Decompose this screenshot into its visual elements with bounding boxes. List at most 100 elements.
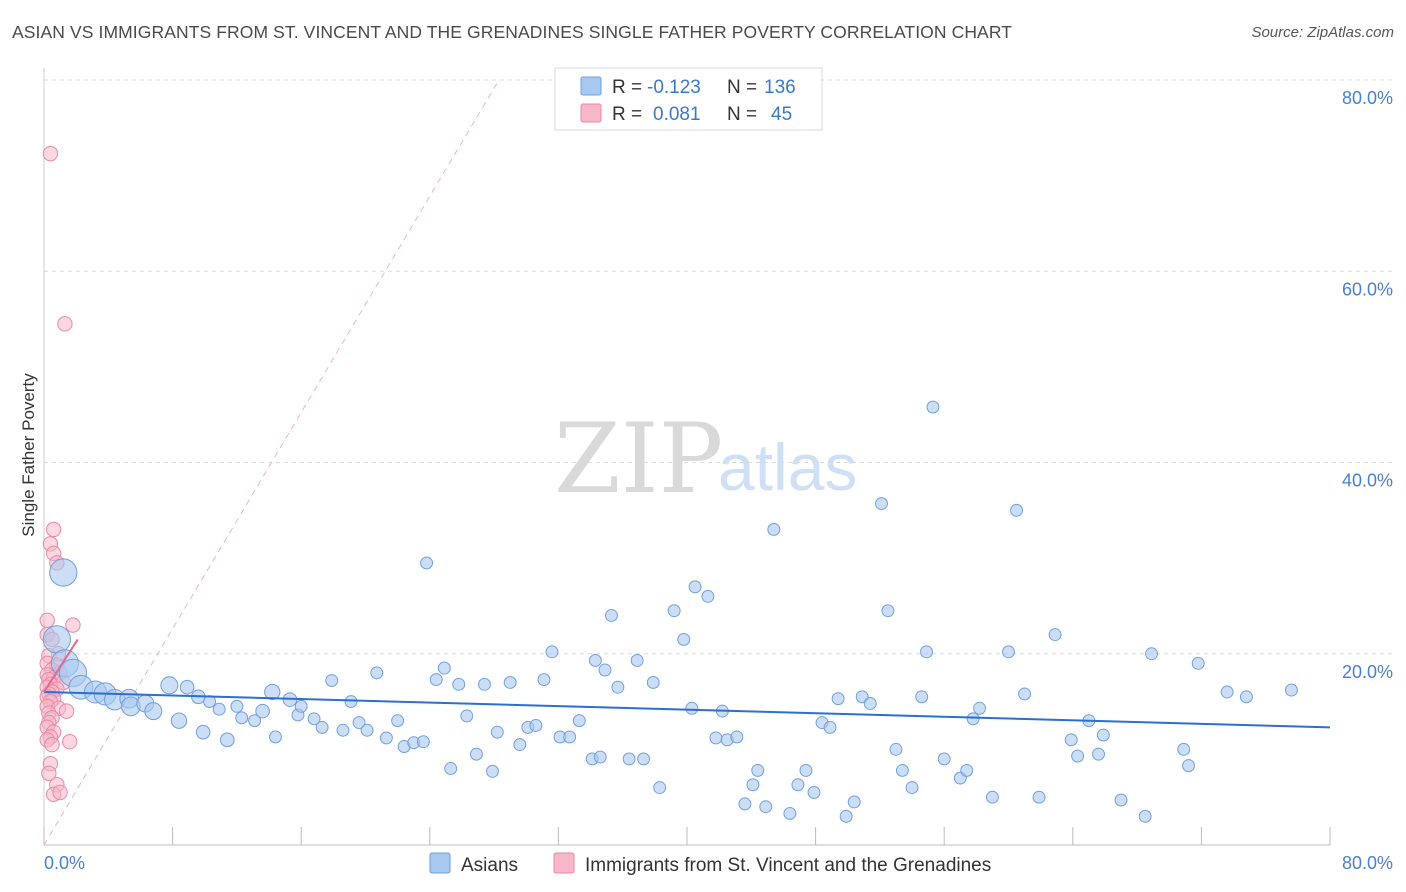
- data-point-asian: [170, 712, 188, 729]
- data-point-asian: [701, 589, 715, 603]
- data-point-asian: [416, 735, 430, 749]
- data-point-asian: [677, 632, 691, 646]
- data-point-svg: [45, 521, 62, 538]
- data-point-asian: [360, 723, 374, 737]
- y-tick-label: 20.0%: [1342, 662, 1393, 682]
- legend-r-label: R =: [612, 104, 642, 125]
- legend-r-value: -0.123: [647, 77, 701, 98]
- data-point-asian: [486, 764, 499, 778]
- data-point-asian: [179, 679, 195, 695]
- trend-lines: [43, 638, 1331, 729]
- data-point-asian: [688, 580, 702, 594]
- data-point-asian: [889, 742, 903, 756]
- data-point-asian: [593, 750, 607, 764]
- reference-line: [43, 79, 500, 846]
- data-point-asian: [1010, 503, 1023, 517]
- legend-n-value: 45: [771, 104, 792, 125]
- data-point-asian: [611, 680, 625, 694]
- data-point-asian: [622, 752, 636, 766]
- source-label: Source: ZipAtlas.com: [1251, 24, 1394, 41]
- data-point-asian: [767, 522, 781, 536]
- data-point-asian: [667, 604, 681, 618]
- x-tick-label: 80.0%: [1342, 853, 1393, 873]
- bottom-legend-swatch-svg: [553, 852, 575, 874]
- data-point-asian: [1239, 690, 1253, 704]
- data-point-asian: [588, 653, 602, 667]
- data-point-asian: [1048, 628, 1062, 642]
- data-point-asian: [881, 604, 895, 618]
- data-point-asian: [212, 702, 226, 716]
- data-point-asian: [823, 720, 837, 734]
- data-point-asian: [1191, 656, 1205, 670]
- data-point-asian: [863, 697, 877, 710]
- y-axis-label: Single Father Poverty: [19, 373, 38, 537]
- data-point-asian: [791, 778, 805, 792]
- data-point-svg: [65, 617, 81, 633]
- trend-line-asian: [43, 691, 1331, 729]
- data-point-asian: [1018, 687, 1032, 701]
- data-point-asian: [444, 762, 458, 775]
- data-point-asian: [255, 703, 270, 719]
- y-tick-label: 40.0%: [1342, 471, 1393, 491]
- data-point-asian: [460, 709, 474, 723]
- data-point-asian: [230, 699, 244, 713]
- data-point-asian: [847, 795, 861, 809]
- data-point-asian: [352, 716, 366, 730]
- data-point-asian: [630, 653, 644, 667]
- data-point-asian: [344, 695, 358, 709]
- data-point-asian: [144, 702, 163, 721]
- data-point-asian: [437, 661, 451, 675]
- data-point-svg: [42, 145, 59, 162]
- data-point-asian: [966, 712, 980, 726]
- legend-n-label: N =: [727, 77, 757, 98]
- chart-title: ASIAN VS IMMIGRANTS FROM ST. VINCENT AND…: [12, 22, 1013, 42]
- data-point-asian: [315, 720, 329, 734]
- reference-diagonal: [43, 79, 500, 846]
- data-point-asian: [452, 677, 466, 691]
- data-point-asian: [926, 400, 940, 414]
- data-point-asian: [429, 673, 443, 687]
- data-point-asian: [537, 673, 551, 687]
- data-point-asian: [604, 609, 618, 622]
- data-point-asian: [572, 714, 586, 728]
- data-point-asian: [1182, 759, 1195, 773]
- y-tick-labels: 20.0% 40.0% 60.0% 80.0%: [1342, 88, 1393, 682]
- data-point-asian: [738, 797, 752, 811]
- data-point-asian: [1114, 793, 1128, 807]
- data-point-asian: [653, 781, 667, 795]
- data-point-asian: [42, 625, 71, 654]
- data-point-asian: [1284, 683, 1298, 697]
- legend-swatch-asians: [580, 76, 602, 96]
- data-point-asian: [685, 701, 699, 715]
- data-point-asian: [937, 752, 951, 766]
- trend-line-svg: [43, 638, 79, 693]
- data-point-asian: [195, 724, 211, 740]
- data-point-svg: [52, 784, 68, 801]
- series-asian-points: [42, 400, 1298, 823]
- watermark-atlas-text: atlas: [718, 430, 857, 504]
- data-point-asian: [336, 723, 350, 737]
- data-point-asian: [905, 781, 919, 795]
- data-point-asian: [294, 699, 308, 713]
- x-tick-label: 0.0%: [44, 853, 85, 873]
- data-point-svg: [39, 612, 55, 628]
- data-point-asian: [985, 790, 999, 804]
- data-point-asian: [1145, 647, 1159, 661]
- data-point-asian: [490, 725, 504, 739]
- data-point-asian: [529, 719, 543, 732]
- data-point-asian: [1002, 645, 1015, 659]
- data-point-asian: [799, 763, 813, 777]
- data-point-asian: [307, 712, 321, 726]
- bottom-legend-asians: Asians: [461, 855, 518, 876]
- data-point-asian: [751, 763, 765, 777]
- data-point-asian: [637, 752, 651, 766]
- data-point-asian: [1064, 733, 1078, 747]
- data-point-asian: [759, 800, 773, 814]
- data-point-svg: [57, 316, 73, 332]
- data-point-asian: [379, 731, 393, 745]
- x-tick-labels: 0.0% 80.0%: [44, 853, 1393, 873]
- data-point-asian: [709, 731, 723, 745]
- data-point-asian: [839, 809, 853, 823]
- bottom-legend-svg: Immigrants from St. Vincent and the Gren…: [585, 855, 991, 876]
- grid-lines: [44, 79, 1394, 655]
